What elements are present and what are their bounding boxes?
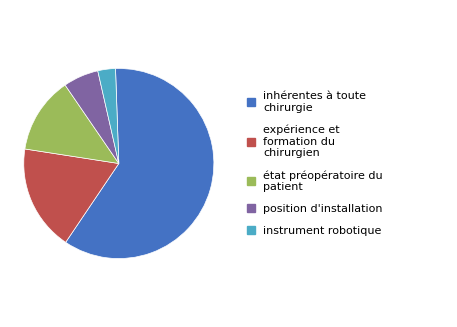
Wedge shape [65,71,119,164]
Wedge shape [24,149,119,242]
Wedge shape [98,68,119,164]
Legend: inhérentes à toute
chirurgie, expérience et
formation du
chirurgien, état préopé: inhérentes à toute chirurgie, expérience… [247,92,383,235]
Wedge shape [66,68,214,259]
Wedge shape [25,85,119,164]
